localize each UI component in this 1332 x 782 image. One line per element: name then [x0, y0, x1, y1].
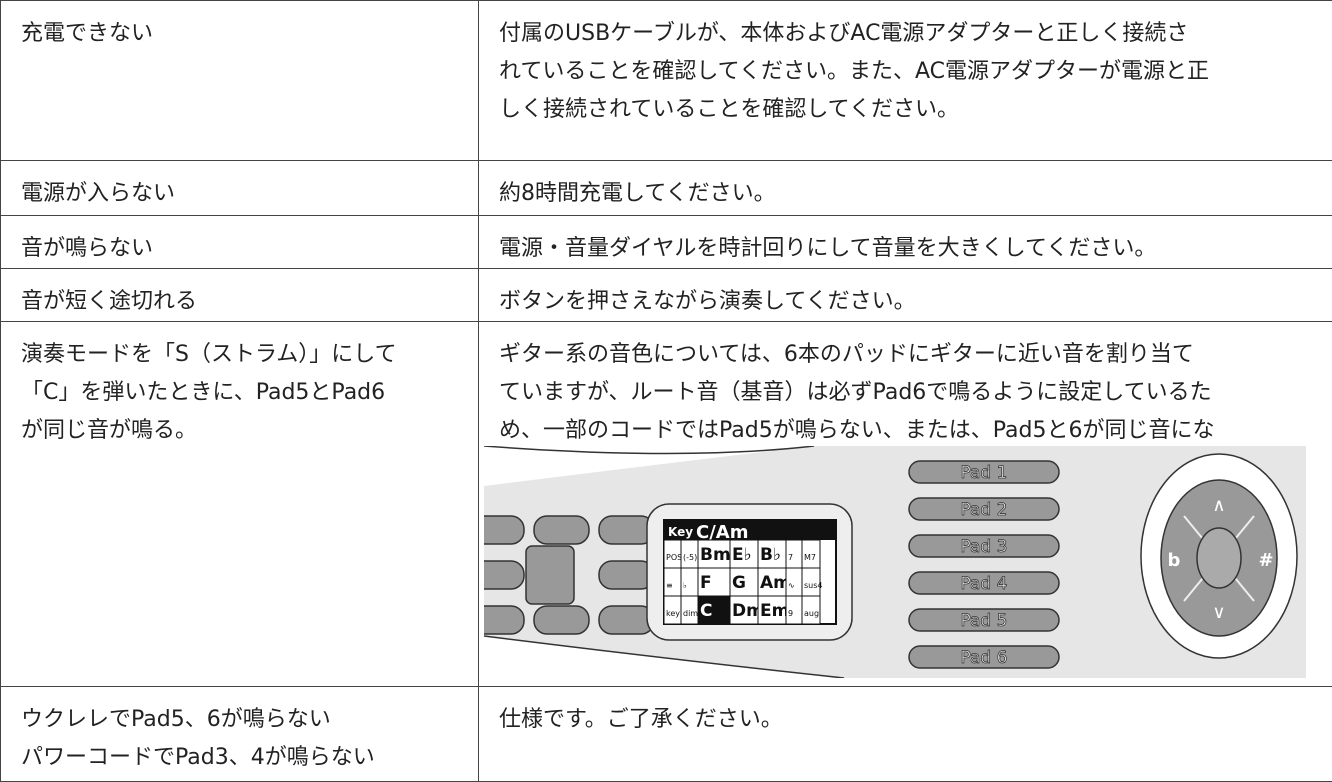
pad-label: Pad 2 [961, 500, 1008, 520]
text-line: 音が短く途切れる [21, 283, 478, 321]
display-cell-label: E♭ [732, 545, 752, 565]
table-row: 音が鳴らない電源・音量ダイヤルを時計回りにして音量を大きくしてください。 [1, 216, 1332, 269]
display-cell-label: 9 [788, 609, 793, 618]
solution-cell: ボタンを押さえながら演奏してください。 [479, 269, 1332, 322]
problem-cell: ウクレレでPad5、6が鳴らないパワーコードでPad3、4が鳴らない [1, 687, 479, 782]
pad-label: Pad 1 [961, 463, 1008, 483]
display-cell-label: C [700, 601, 712, 621]
text-line: ボタンを押さえながら演奏してください。 [499, 283, 1332, 321]
display-cell-label: Bm [700, 545, 731, 565]
text-line: 付属のUSBケーブルが、本体およびAC電源アダプターと正しく接続さ [499, 15, 1332, 53]
display-cell-label: key [666, 609, 680, 618]
text-line: ていますが、ルート音（基音）は必ずPad6で鳴るように設定しているた [499, 374, 1332, 412]
display-cell-label: aug [804, 609, 819, 618]
button [484, 561, 524, 589]
table-row: 充電できない付属のUSBケーブルが、本体およびAC電源アダプターと正しく接続され… [1, 1, 1332, 161]
solution-cell: ギター系の音色については、6本のパッドにギターに近い音を割り当てていますが、ルー… [479, 322, 1332, 687]
text-line: 「C」を弾いたときに、Pad5とPad6 [21, 374, 478, 412]
display-key: Key [668, 525, 693, 539]
problem-cell: 音が鳴らない [1, 216, 479, 269]
display-cell-label: dim [683, 609, 698, 618]
display-cell-label: POS [666, 553, 682, 562]
dial-center [1197, 528, 1241, 588]
solution-cell: 電源・音量ダイヤルを時計回りにして音量を大きくしてください。 [479, 216, 1332, 269]
pad-label: Pad 5 [961, 611, 1008, 631]
text-line: ギター系の音色については、6本のパッドにギターに近い音を割り当て [499, 336, 1332, 374]
text-line: 電源・音量ダイヤルを時計回りにして音量を大きくしてください。 [499, 230, 1332, 268]
display-cell-label: F [700, 573, 712, 593]
solution-cell: 付属のUSBケーブルが、本体およびAC電源アダプターと正しく接続されていることを… [479, 1, 1332, 161]
text-line: 電源が入らない [21, 175, 478, 213]
display-cell-label: sus4 [804, 581, 823, 590]
dial-flat: b [1168, 550, 1181, 571]
dial-down: ∨ [1212, 602, 1225, 623]
table-row: 電源が入らない約8時間充電してください。 [1, 161, 1332, 216]
problem-cell: 電源が入らない [1, 161, 479, 216]
text-line: 演奏モードを「S（ストラム）」にして [21, 336, 478, 374]
display-cell-label: G [732, 573, 746, 593]
button [526, 546, 574, 604]
text-line: しく接続されていることを確認してください。 [499, 91, 1332, 129]
solution-cell: 約8時間充電してください。 [479, 161, 1332, 216]
display-cell-label: B♭ [760, 545, 781, 565]
table-row: ウクレレでPad5、6が鳴らないパワーコードでPad3、4が鳴らない仕様です。ご… [1, 687, 1332, 782]
display-cell-label: ♭ [683, 581, 687, 590]
button [534, 606, 589, 634]
solution-cell: 仕様です。ご了承ください。 [479, 687, 1332, 782]
button [484, 516, 524, 544]
button [599, 606, 654, 634]
problem-cell: 充電できない [1, 1, 479, 161]
text-line: ウクレレでPad5、6が鳴らない [21, 701, 478, 739]
pad-label: Pad 6 [961, 648, 1008, 668]
button [484, 606, 524, 634]
text-line: め、一部のコードではPad5が鳴らない、または、Pad5と6が同じ音にな [499, 412, 1332, 450]
text-line: 充電できない [21, 15, 478, 53]
text-line: が同じ音が鳴る。 [21, 412, 478, 450]
text-line: れていることを確認してください。また、AC電源アダプターが電源と正 [499, 53, 1332, 91]
text-line: パワーコードでPad3、4が鳴らない [21, 739, 478, 777]
text-line: 音が鳴らない [21, 230, 478, 268]
dial-sharp: # [1258, 550, 1273, 571]
problem-cell: 音が短く途切れる [1, 269, 479, 322]
dial-up: ∧ [1212, 495, 1225, 516]
text-line: 約8時間充電してください。 [499, 175, 1332, 213]
pad-label: Pad 4 [961, 574, 1008, 594]
pad-label: Pad 3 [961, 537, 1008, 557]
display-cell-label: M7 [804, 553, 816, 562]
button [599, 516, 654, 544]
button [599, 561, 654, 589]
display-cell-label: 7 [788, 553, 793, 562]
text-line: 仕様です。ご了承ください。 [499, 701, 1332, 739]
display-cell-label: Em [760, 601, 789, 621]
display-cell-label: ≡ [666, 581, 673, 590]
button [534, 516, 589, 544]
table-row: 音が短く途切れるボタンを押さえながら演奏してください。 [1, 269, 1332, 322]
display-cell-label: ∿ [788, 581, 795, 590]
